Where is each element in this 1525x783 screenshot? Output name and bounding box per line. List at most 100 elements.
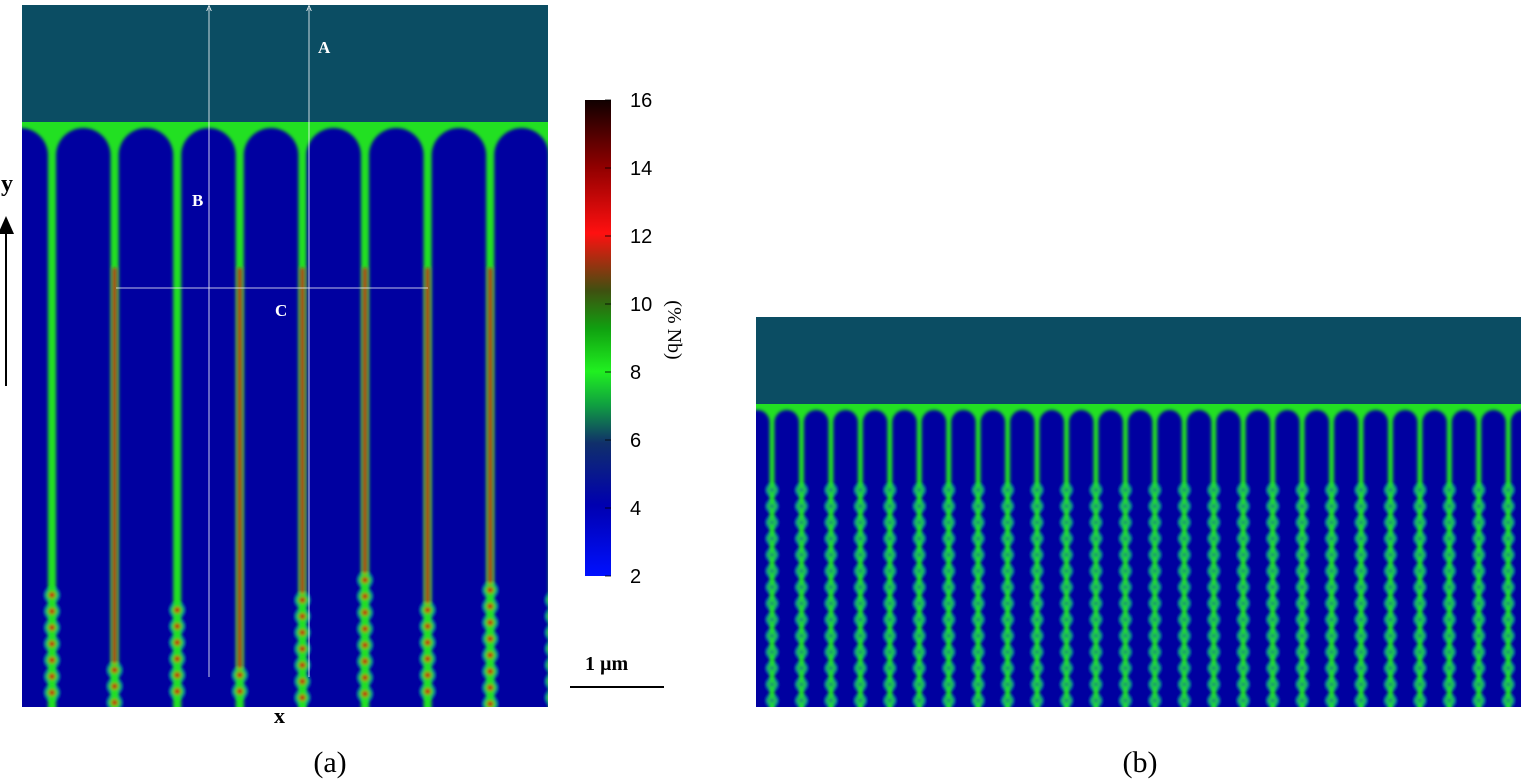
droplet-core — [976, 617, 980, 622]
droplet-core — [1477, 650, 1481, 654]
droplet-core — [888, 504, 892, 508]
droplet-core — [770, 682, 774, 687]
droplet-core — [1388, 569, 1393, 573]
droplet-core — [770, 634, 774, 638]
droplet-core — [1241, 536, 1245, 541]
droplet-core — [174, 655, 181, 662]
droplet-core — [1241, 698, 1245, 703]
droplet-core — [361, 658, 369, 665]
droplet-core — [487, 684, 494, 691]
droplet-core — [1094, 617, 1098, 622]
droplet-core — [946, 666, 951, 670]
droplet-core — [858, 585, 863, 589]
droplet-core — [1447, 650, 1452, 654]
droplet-core — [946, 601, 951, 606]
droplet-core — [917, 698, 922, 703]
droplet-core — [1329, 520, 1334, 525]
droplet-core — [1388, 650, 1393, 654]
droplet-core — [1182, 536, 1187, 541]
cell — [181, 128, 236, 707]
droplet-core — [1418, 601, 1422, 606]
droplet-core — [770, 553, 774, 557]
cell — [1422, 410, 1447, 707]
droplet-core — [888, 520, 892, 525]
droplet-core — [1241, 553, 1245, 557]
cell — [756, 410, 770, 707]
droplet-core — [1506, 504, 1511, 508]
droplet-core — [1005, 682, 1010, 687]
droplet-core — [1153, 666, 1157, 670]
droplet — [546, 644, 548, 653]
droplet-core — [1477, 585, 1481, 589]
droplet-core — [1035, 634, 1039, 638]
droplet-core — [1005, 634, 1010, 638]
liquid — [756, 317, 1521, 418]
droplet-core — [424, 623, 431, 630]
droplet-core — [1447, 666, 1452, 670]
droplet-core — [1094, 553, 1098, 557]
droplet-core — [550, 695, 556, 701]
droplet-core — [1182, 698, 1187, 703]
droplet-core — [946, 698, 951, 703]
droplet-core — [1477, 601, 1481, 606]
droplet-core — [917, 682, 922, 687]
droplet-core — [917, 504, 922, 508]
droplet-core — [917, 536, 922, 541]
droplet-core — [888, 682, 892, 687]
caption: (a) — [313, 746, 346, 779]
droplet-core — [1211, 504, 1216, 508]
droplet-core — [1359, 504, 1363, 508]
droplet-core — [1388, 666, 1393, 670]
droplet-core — [1270, 601, 1275, 606]
droplet-core — [1035, 650, 1039, 654]
droplet-core — [424, 606, 431, 614]
droplet-core — [799, 698, 804, 703]
droplet-core — [1153, 634, 1157, 638]
cell — [1186, 410, 1212, 707]
droplet-core — [1005, 666, 1010, 670]
droplet-core — [1094, 698, 1098, 703]
droplet-core — [1211, 682, 1216, 687]
droplet-core — [1359, 488, 1363, 492]
droplet-core — [174, 623, 181, 630]
droplet — [546, 661, 548, 670]
droplet-core — [888, 601, 892, 606]
droplet-core — [1359, 553, 1363, 557]
droplet-core — [1359, 520, 1363, 525]
droplet-core — [770, 698, 774, 703]
droplet-core — [829, 504, 833, 508]
droplet-core — [1153, 698, 1157, 703]
droplet-core — [1123, 617, 1128, 622]
droplet-core — [1388, 520, 1393, 525]
droplet — [546, 612, 548, 621]
droplet-core — [1123, 634, 1128, 638]
droplet-core — [799, 536, 804, 541]
droplet-core — [111, 666, 118, 674]
cell — [1392, 410, 1418, 707]
droplet-core — [550, 629, 556, 635]
droplet-core — [299, 596, 306, 604]
droplet-core — [1064, 698, 1069, 703]
droplet-core — [1211, 666, 1216, 670]
droplet-core — [946, 520, 951, 525]
droplet-core — [799, 682, 804, 687]
droplet-core — [770, 504, 774, 508]
probe-lines — [116, 8, 428, 677]
droplet-core — [1123, 488, 1128, 492]
droplet-core — [1035, 553, 1039, 557]
droplet-core — [829, 520, 833, 525]
droplet-core — [1241, 682, 1245, 687]
droplet-core — [48, 624, 56, 631]
cell — [1451, 410, 1477, 707]
droplet-core — [1359, 682, 1363, 687]
droplet-core — [1300, 634, 1304, 638]
droplet-core — [111, 683, 118, 690]
droplet-core — [1388, 536, 1393, 541]
droplet-core — [1153, 601, 1157, 606]
droplet-core — [1035, 520, 1039, 525]
droplet-core — [1447, 682, 1452, 687]
droplet-core — [1241, 650, 1245, 654]
droplet-core — [48, 689, 56, 696]
droplet-core — [799, 650, 804, 654]
droplet-core — [361, 641, 369, 649]
